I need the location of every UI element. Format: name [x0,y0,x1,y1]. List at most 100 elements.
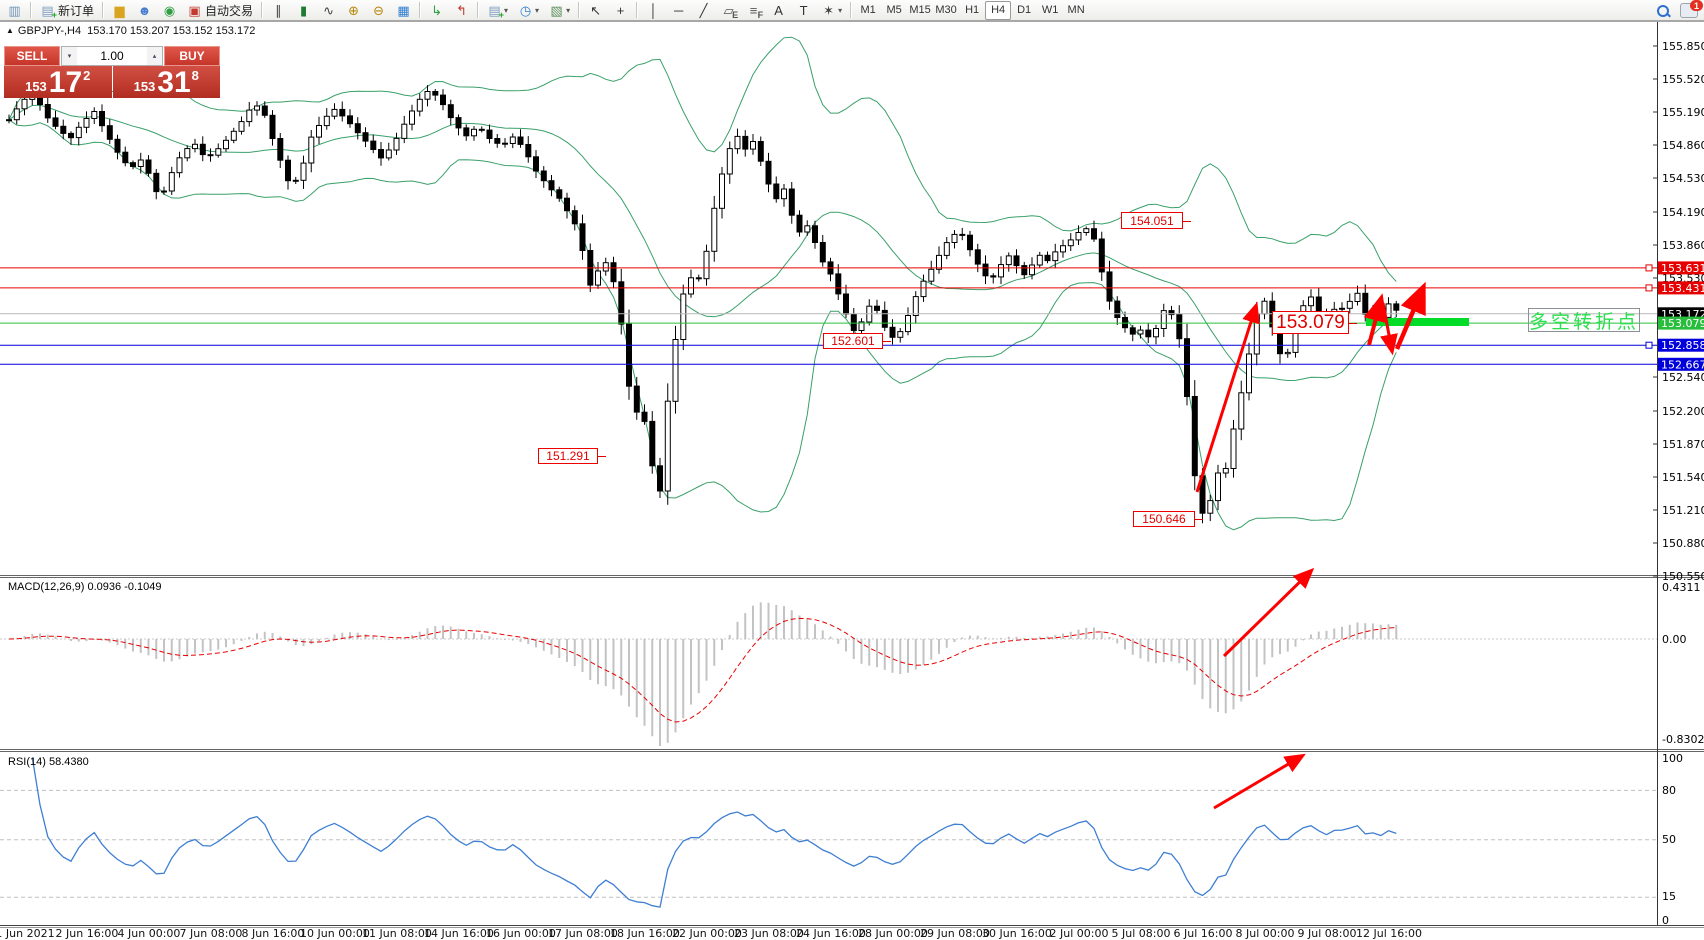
chart-settings-dropdown-icon[interactable]: ▾ [566,5,571,15]
time-axis-label: 4 Jun 00:00 [118,927,181,940]
text-icon: A [774,2,783,18]
timeframe-mn[interactable]: MN [1067,4,1085,16]
toolbar-equidistant-channel-button[interactable]: ▱ E [717,0,740,20]
toolbar-autotrading-button[interactable]: ▣ 自动交易 [183,0,257,20]
price-annotation[interactable]: 151.291 [538,448,606,464]
ask-price-box[interactable]: 153 31 8 [112,66,220,98]
macd-signal-line [8,617,1397,723]
new-chart-icon: ▤ + [488,2,505,20]
price-badge-label: 152.858 [1661,339,1704,352]
line-handle[interactable] [1645,264,1653,272]
sell-button[interactable]: SELL [4,46,60,66]
volume-input[interactable] [77,47,147,65]
vertical-line-icon: │ [649,2,658,18]
toolbar-zoom-in-button[interactable]: ⊕ [342,0,365,20]
toolbar-candle-mode-button[interactable]: ▮ [292,0,315,20]
price-annotation[interactable]: 154.051 [1121,212,1191,229]
arrows-dropdown-icon[interactable]: ▾ [838,5,843,15]
toolbar-signals-button[interactable]: ◉ [158,0,181,20]
bid-main: 17 [48,66,83,98]
timeframe-h4[interactable]: H4 [985,0,1012,20]
trend-arrow[interactable] [1222,567,1315,658]
timeframe-m30[interactable]: M30 [935,4,957,16]
toolbar-chart-shift-button[interactable]: ↰ [450,0,473,20]
y-axis-tick: 154.190 [1662,206,1704,219]
toolbar-horizontal-line-button[interactable]: ─ [667,0,690,20]
time-axis-label: 16 Jun 00:00 [486,927,556,940]
search-icon[interactable] [1656,4,1671,18]
turning-point-label[interactable]: 多空转折点 [1528,308,1640,333]
y-axis-tick: 151.210 [1662,504,1704,517]
toolbar-line-mode-button[interactable]: ∿ [317,0,340,20]
toolbar-periods-button[interactable]: ◷ ▾ [514,0,543,20]
time-axis-label: 23 Jun 08:00 [734,927,804,940]
toolbar-arrows-button[interactable]: ✶ ▾ [817,0,846,20]
chat-icon[interactable]: 1 [1680,0,1703,18]
toolbar-tile-windows-button[interactable]: ▦ [392,0,415,20]
price-badge-label: 153.079 [1661,317,1704,330]
price-badge [1658,357,1704,371]
deposit-icon: ▆ [114,2,125,18]
timeframe-m5[interactable]: M5 [886,4,902,16]
toolbar-right: 1 [1656,0,1703,21]
time-axis-label: 8 Jul 00:00 [1236,927,1295,940]
text-label-icon: T [799,2,808,18]
rsi-scale-label: 15 [1662,890,1676,903]
line-handle[interactable] [1645,341,1653,349]
new-chart-dropdown-icon[interactable]: ▾ [504,5,509,15]
toolbar-zoom-out-button[interactable]: ⊖ [367,0,390,20]
timeframe-d1[interactable]: D1 [1017,4,1032,16]
line-handle[interactable] [1645,284,1653,292]
trend-arrow[interactable] [1394,281,1426,350]
toolbar-new-order-button[interactable]: ▤ + 新订单 [36,0,98,20]
toolbar-text-label-button[interactable]: T [792,0,815,20]
toolbar-chart-settings-button[interactable]: ▧ ▾ [545,0,574,20]
timeframe-h1[interactable]: H1 [965,4,980,16]
time-axis-label: 5 Jul 08:00 [1112,927,1171,940]
trend-arrow[interactable] [1380,302,1398,356]
periods-dropdown-icon[interactable]: ▾ [535,5,540,15]
collapse-arrow-icon[interactable]: ▲ [6,26,14,35]
toolbar-fibonacci-button[interactable]: ≡ F [742,0,765,20]
toolbar-bar-chart-mode-button[interactable]: ∥ [267,0,290,20]
zoom-out-icon: ⊖ [373,2,384,18]
timeframe-m15[interactable]: M15 [909,4,931,16]
volume-up-icon[interactable]: ▴ [147,47,162,65]
toolbar-community-button[interactable]: ☻ [133,0,156,20]
new-order-label: 新订单 [58,3,95,18]
volume-down-icon[interactable]: ▾ [62,47,77,65]
buy-button[interactable]: BUY [164,46,220,66]
toolbar-text-button[interactable]: A [767,0,790,20]
one-click-trading-panel: SELL ▾ ▴ BUY 153 17 2 153 31 8 [4,46,220,98]
toolbar-cursor-button[interactable]: ↖ [584,0,607,20]
arrows-icon: ✶ [823,2,835,18]
toolbar-auto-scroll-button[interactable]: ↳ [425,0,448,20]
trend-arrow[interactable] [1363,293,1388,346]
autotrading-icon: ▣ [188,2,201,18]
rsi-scale-label: 100 [1662,752,1683,765]
time-axis-label: 2 Jun 16:00 [56,927,119,940]
y-axis-tick: 154.530 [1662,172,1704,185]
horizontal-line-icon: ─ [673,2,684,18]
y-axis-tick: 150.880 [1662,537,1704,550]
bid-price-box[interactable]: 153 17 2 [4,66,112,98]
toolbar-trendline-button[interactable]: ╱ [692,0,715,20]
toolbar-deposit-button[interactable]: ▆ [108,0,131,20]
timeframe-w1[interactable]: W1 [1041,4,1059,16]
green-highlight-bar[interactable] [1366,318,1469,326]
toolbar-chart-window-button[interactable]: ▥ [3,0,26,20]
price-annotation[interactable]: 153.079 [1272,311,1357,334]
bollinger-lower-band [8,119,1397,531]
toolbar-new-chart-button[interactable]: ▤ + ▾ [483,0,512,20]
toolbar-crosshair-button[interactable]: + [609,0,632,20]
time-axis-label: 1 Jun 2021 [0,927,55,940]
price-annotation[interactable]: 150.646 [1133,511,1203,527]
timeframe-m1[interactable]: M1 [860,4,876,16]
chart-window-icon: ▥ [8,2,21,18]
trend-arrow[interactable] [1213,753,1306,810]
price-annotation[interactable]: 152.601 [823,333,891,349]
toolbar-vertical-line-button[interactable]: │ [642,0,665,20]
rsi-scale-label: 80 [1662,784,1676,797]
trend-arrow[interactable] [1195,301,1260,493]
